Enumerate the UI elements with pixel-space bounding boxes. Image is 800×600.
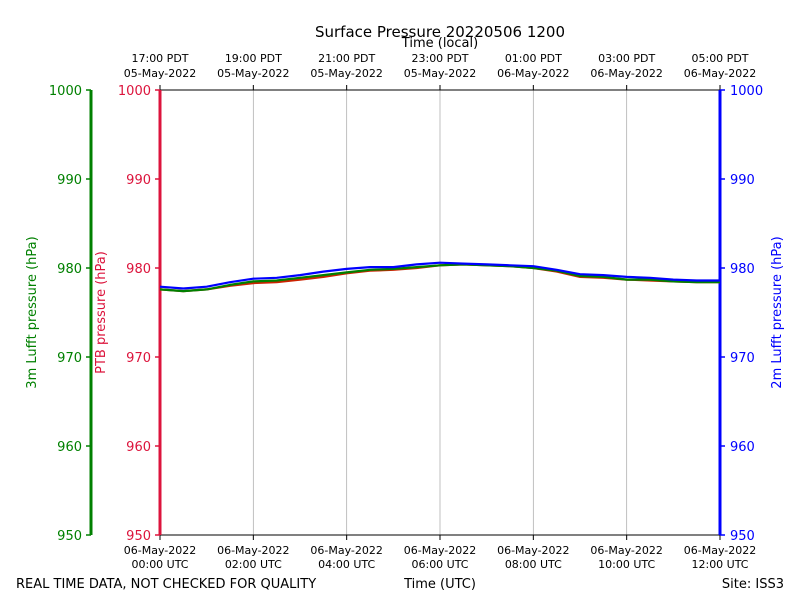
lufft-3m-axis-tick-label: 990 <box>57 173 82 188</box>
ptb-axis-label: PTB pressure (hPa) <box>94 251 109 374</box>
ptb-axis-tick-label: 970 <box>126 351 151 366</box>
ptb-axis-tick-label: 960 <box>126 440 151 455</box>
chart-title: Surface Pressure 20220506 1200 <box>315 23 565 41</box>
x-tick-label-date: 06-May-2022 <box>684 544 756 557</box>
lufft-2m-axis-tick-label: 990 <box>730 173 755 188</box>
ptb-axis-tick-label: 950 <box>126 529 151 544</box>
x-tick-label-date: 06-May-2022 <box>590 544 662 557</box>
top-tick-label-date: 05-May-2022 <box>124 67 196 80</box>
x-tick-label-time: 00:00 UTC <box>131 558 188 571</box>
series-line-2 <box>159 261 720 290</box>
lufft-3m-axis-tick-label: 950 <box>57 529 82 544</box>
top-tick-label-date: 06-May-2022 <box>590 67 662 80</box>
x-tick-label-time: 10:00 UTC <box>598 558 655 571</box>
lufft-2m-axis-tick-label: 980 <box>730 262 755 277</box>
x-tick-label-time: 08:00 UTC <box>505 558 562 571</box>
top-tick-label-time: 19:00 PDT <box>225 52 282 65</box>
ptb-axis-tick-label: 1000 <box>118 84 151 99</box>
site-label: Site: ISS3 <box>722 577 784 592</box>
x-tick-label-time: 12:00 UTC <box>691 558 748 571</box>
ptb-axis-tick-label: 990 <box>126 173 151 188</box>
lufft-2m-axis-tick-label: 960 <box>730 440 755 455</box>
top-tick-label-time: 21:00 PDT <box>318 52 375 65</box>
x-tick-label-time: 02:00 UTC <box>225 558 282 571</box>
top-tick-label-date: 05-May-2022 <box>217 67 289 80</box>
top-tick-label-date: 05-May-2022 <box>310 67 382 80</box>
x-tick-label-date: 06-May-2022 <box>310 544 382 557</box>
lufft-2m-axis-tick-label: 970 <box>730 351 755 366</box>
top-tick-label-time: 05:00 PDT <box>691 52 748 65</box>
x-tick-label-time: 04:00 UTC <box>318 558 375 571</box>
x-tick-label-date: 06-May-2022 <box>404 544 476 557</box>
lufft-3m-axis-tick-label: 970 <box>57 351 82 366</box>
top-tick-label-date: 06-May-2022 <box>497 67 569 80</box>
top-tick-label-time: 23:00 PDT <box>411 52 468 65</box>
series-line-1 <box>159 263 720 293</box>
top-tick-label-date: 05-May-2022 <box>404 67 476 80</box>
lufft-2m-axis-tick-label: 950 <box>730 529 755 544</box>
top-axis-label: Time (local) <box>401 36 478 51</box>
lufft-3m-axis-tick-label: 960 <box>57 440 82 455</box>
quality-note: REAL TIME DATA, NOT CHECKED FOR QUALITY <box>16 577 316 592</box>
top-tick-label-time: 03:00 PDT <box>598 52 655 65</box>
lufft-3m-axis-tick-label: 1000 <box>49 84 82 99</box>
lufft-3m-axis-tick-label: 980 <box>57 262 82 277</box>
lufft-2m-axis-label: 2m Lufft pressure (hPa) <box>770 236 785 388</box>
ptb-axis-tick-label: 980 <box>126 262 151 277</box>
top-tick-label-time: 01:00 PDT <box>505 52 562 65</box>
top-tick-label-date: 06-May-2022 <box>684 67 756 80</box>
lufft-2m-axis-tick-label: 1000 <box>730 84 763 99</box>
x-tick-label-date: 06-May-2022 <box>217 544 289 557</box>
lufft-3m-axis-label: 3m Lufft pressure (hPa) <box>25 236 40 388</box>
x-tick-label-date: 06-May-2022 <box>124 544 196 557</box>
x-tick-label-date: 06-May-2022 <box>497 544 569 557</box>
top-tick-label-time: 17:00 PDT <box>131 52 188 65</box>
bottom-axis-label: Time (UTC) <box>403 577 476 592</box>
x-tick-label-time: 06:00 UTC <box>411 558 468 571</box>
